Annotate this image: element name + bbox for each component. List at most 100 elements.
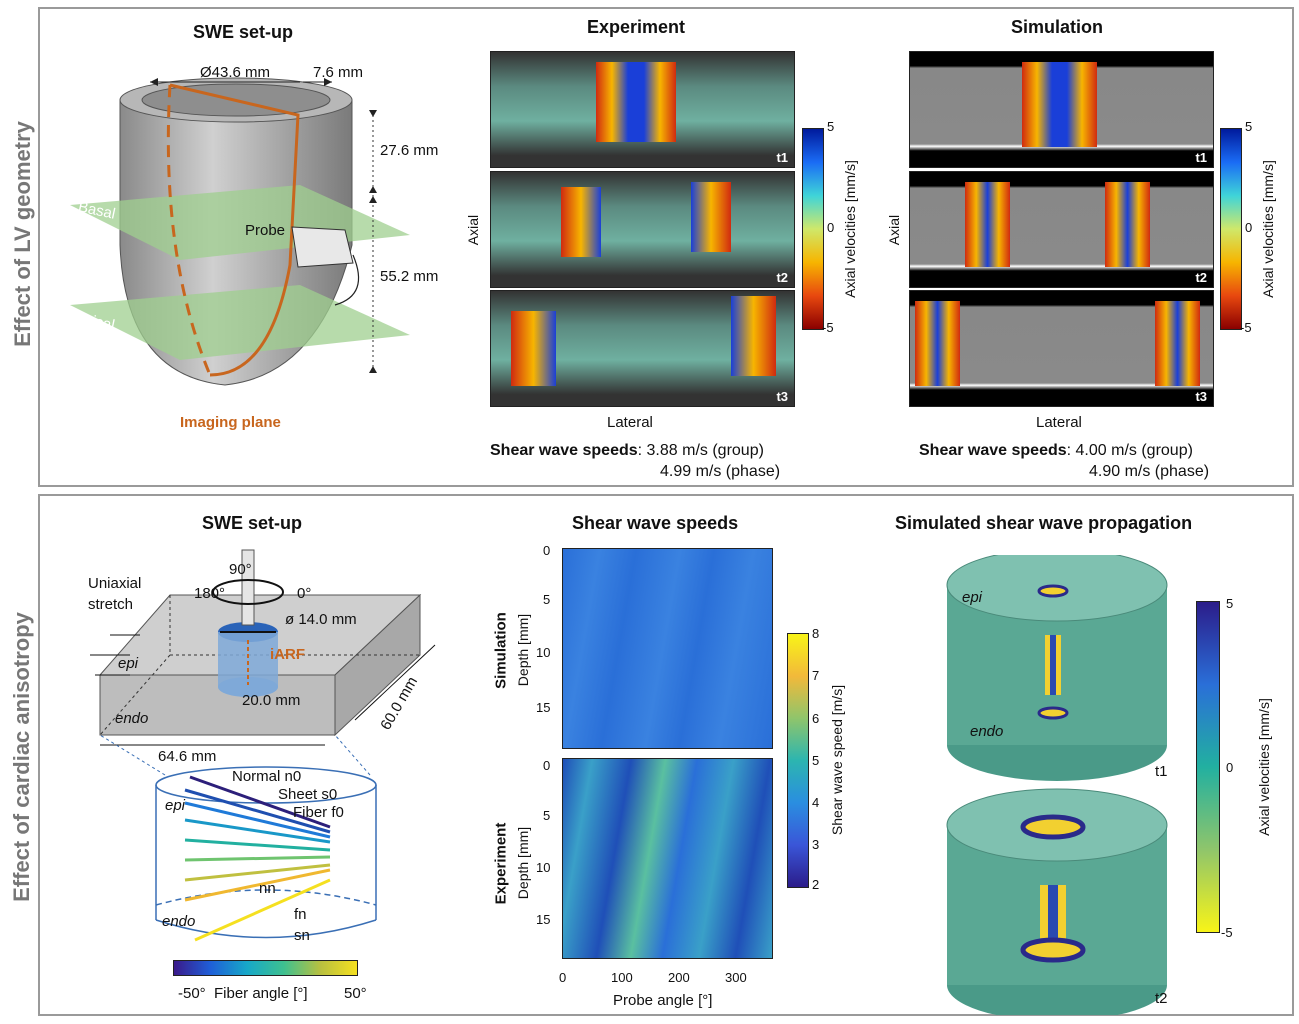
speed-cb-3: 3 [812,837,820,852]
simulation-speed-group: : 4.00 m/s (group) [1066,442,1193,459]
simulation-wave-3a [915,301,960,386]
imaging-plane-label: Imaging plane [180,414,281,431]
exp-ytick-10: 10 [536,860,551,875]
xtick-0: 0 [559,970,567,985]
experiment-time-3: t3 [776,389,788,404]
exp-ytick-15: 15 [536,912,551,927]
lv-height-mid: 55.2 mm [380,268,439,285]
experiment-time-1: t1 [776,150,788,165]
normal-label: Normal n0 [232,768,302,785]
simulation-speeds-label: Shear wave speeds [919,442,1067,459]
speed-cb-5: 5 [812,753,820,768]
propagation-cylinders [946,555,1168,1015]
speeds-exp-depth: Depth [mm] [515,826,531,900]
simulation-cb-mid: 0 [1245,220,1253,235]
experiment-title: Experiment [587,17,686,37]
simulation-axial-label: Axial [886,214,902,246]
propagation-t2: t2 [1155,990,1168,1007]
propagation-t1: t1 [1155,763,1168,780]
speed-cb-6: 6 [812,711,820,726]
experiment-frame-3: t3 [490,290,795,407]
experiment-cb-mid: 0 [827,220,835,235]
speeds-sim-heatmap [562,548,773,749]
speeds-title: Shear wave speeds [572,513,739,533]
experiment-wave-2b [691,182,731,252]
angle-90: 90° [229,561,252,578]
experiment-lateral-label: Lateral [607,414,653,431]
depth-label: 20.0 mm [242,692,301,709]
sim-ytick-15: 15 [536,700,551,715]
experiment-speeds-label: Shear wave speeds [490,442,638,459]
experiment-speed-phase: 4.99 m/s (phase) [660,463,781,480]
simulation-time-1: t1 [1195,150,1207,165]
experiment-cb-label: Axial velocities [mm/s] [842,160,858,298]
simulation-frame-2: t2 [909,171,1214,288]
speed-cb-7: 7 [812,668,820,683]
simulation-wave-1 [1022,62,1097,147]
simulation-lateral-label: Lateral [1036,414,1082,431]
experiment-wave-3b [731,296,776,376]
simulation-time-2: t2 [1195,270,1207,285]
lv-height-top: 27.6 mm [380,142,439,159]
experiment-wave-1 [596,62,676,142]
epi-cyl-label: epi [165,797,186,814]
endo-cyl-label: endo [162,913,196,930]
top-side-label: Effect of LV geometry [10,121,35,347]
endo-top-label: endo [115,710,149,727]
propagation-cb-max: 5 [1226,596,1234,611]
propagation-endo: endo [970,723,1004,740]
simulation-wave-3b [1155,301,1200,386]
exp-ytick-5: 5 [543,808,551,823]
top-setup-title: SWE set-up [193,22,294,42]
fiber-angle-max: 50° [344,985,367,1002]
speed-cb-2: 2 [812,877,820,892]
epi-top-label: epi [118,655,139,672]
propagation-title: Simulated shear wave propagation [895,513,1193,533]
simulation-cb-max: 5 [1245,119,1253,134]
simulation-cb-min: -5 [1240,320,1252,335]
fiber-angle-min: -50° [178,985,206,1002]
simulation-colorbar [1220,128,1242,330]
simulation-speed-phase: 4.90 m/s (phase) [1089,463,1210,480]
simulation-wave-2a [965,182,1010,267]
simulation-wave-2b [1105,182,1150,267]
experiment-cb-min: -5 [822,320,834,335]
fiber-angle-colorbar [173,960,358,976]
xtick-100: 100 [611,970,633,985]
speed-cb-4: 4 [812,795,820,810]
simulation-frame-1: t1 [909,51,1214,168]
sim-ytick-10: 10 [536,645,551,660]
simulation-time-3: t3 [1195,389,1207,404]
experiment-colorbar [802,128,824,330]
speeds-exp-label: Experiment [492,822,510,905]
experiment-wave-2a [561,187,601,257]
propagation-colorbar [1196,601,1220,933]
bottom-setup-title: SWE set-up [202,513,303,533]
fiber-label: Fiber f0 [293,804,344,821]
angle-0: 0° [297,585,312,602]
speeds-sim-depth: Depth [mm] [515,613,531,687]
bottom-side-label: Effect of cardiac anisotropy [9,612,34,902]
propagation-epi: epi [962,589,983,606]
probe-angle-label: Probe angle [°] [613,992,713,1009]
angle-180: 180° [194,585,226,602]
propagation-cb-min: -5 [1221,925,1233,940]
probe-label: Probe [245,222,286,239]
lv-thickness: 7.6 mm [313,64,364,81]
speed-cb-label: Shear wave speed [m/s] [829,684,845,836]
lv-diameter: Ø43.6 mm [200,64,271,81]
propagation-cb-mid: 0 [1226,760,1234,775]
bottom-panel [38,494,1294,1016]
experiment-frame-2: t2 [490,171,795,288]
speeds-exp-heatmap [562,758,773,959]
anisotropy-setup-diagram [90,549,436,942]
uniaxial-label: Uniaxial [88,575,142,592]
experiment-speeds: Shear wave speeds: 3.88 m/s (group) [490,440,764,461]
lv-geometry-diagram [70,77,410,386]
experiment-cb-max: 5 [827,119,835,134]
xtick-200: 200 [668,970,690,985]
speed-cb-8: 8 [812,626,820,641]
speeds-sim-label: Simulation [492,612,510,689]
experiment-axial-label: Axial [465,214,481,246]
sheet-label: Sheet s0 [278,786,338,803]
